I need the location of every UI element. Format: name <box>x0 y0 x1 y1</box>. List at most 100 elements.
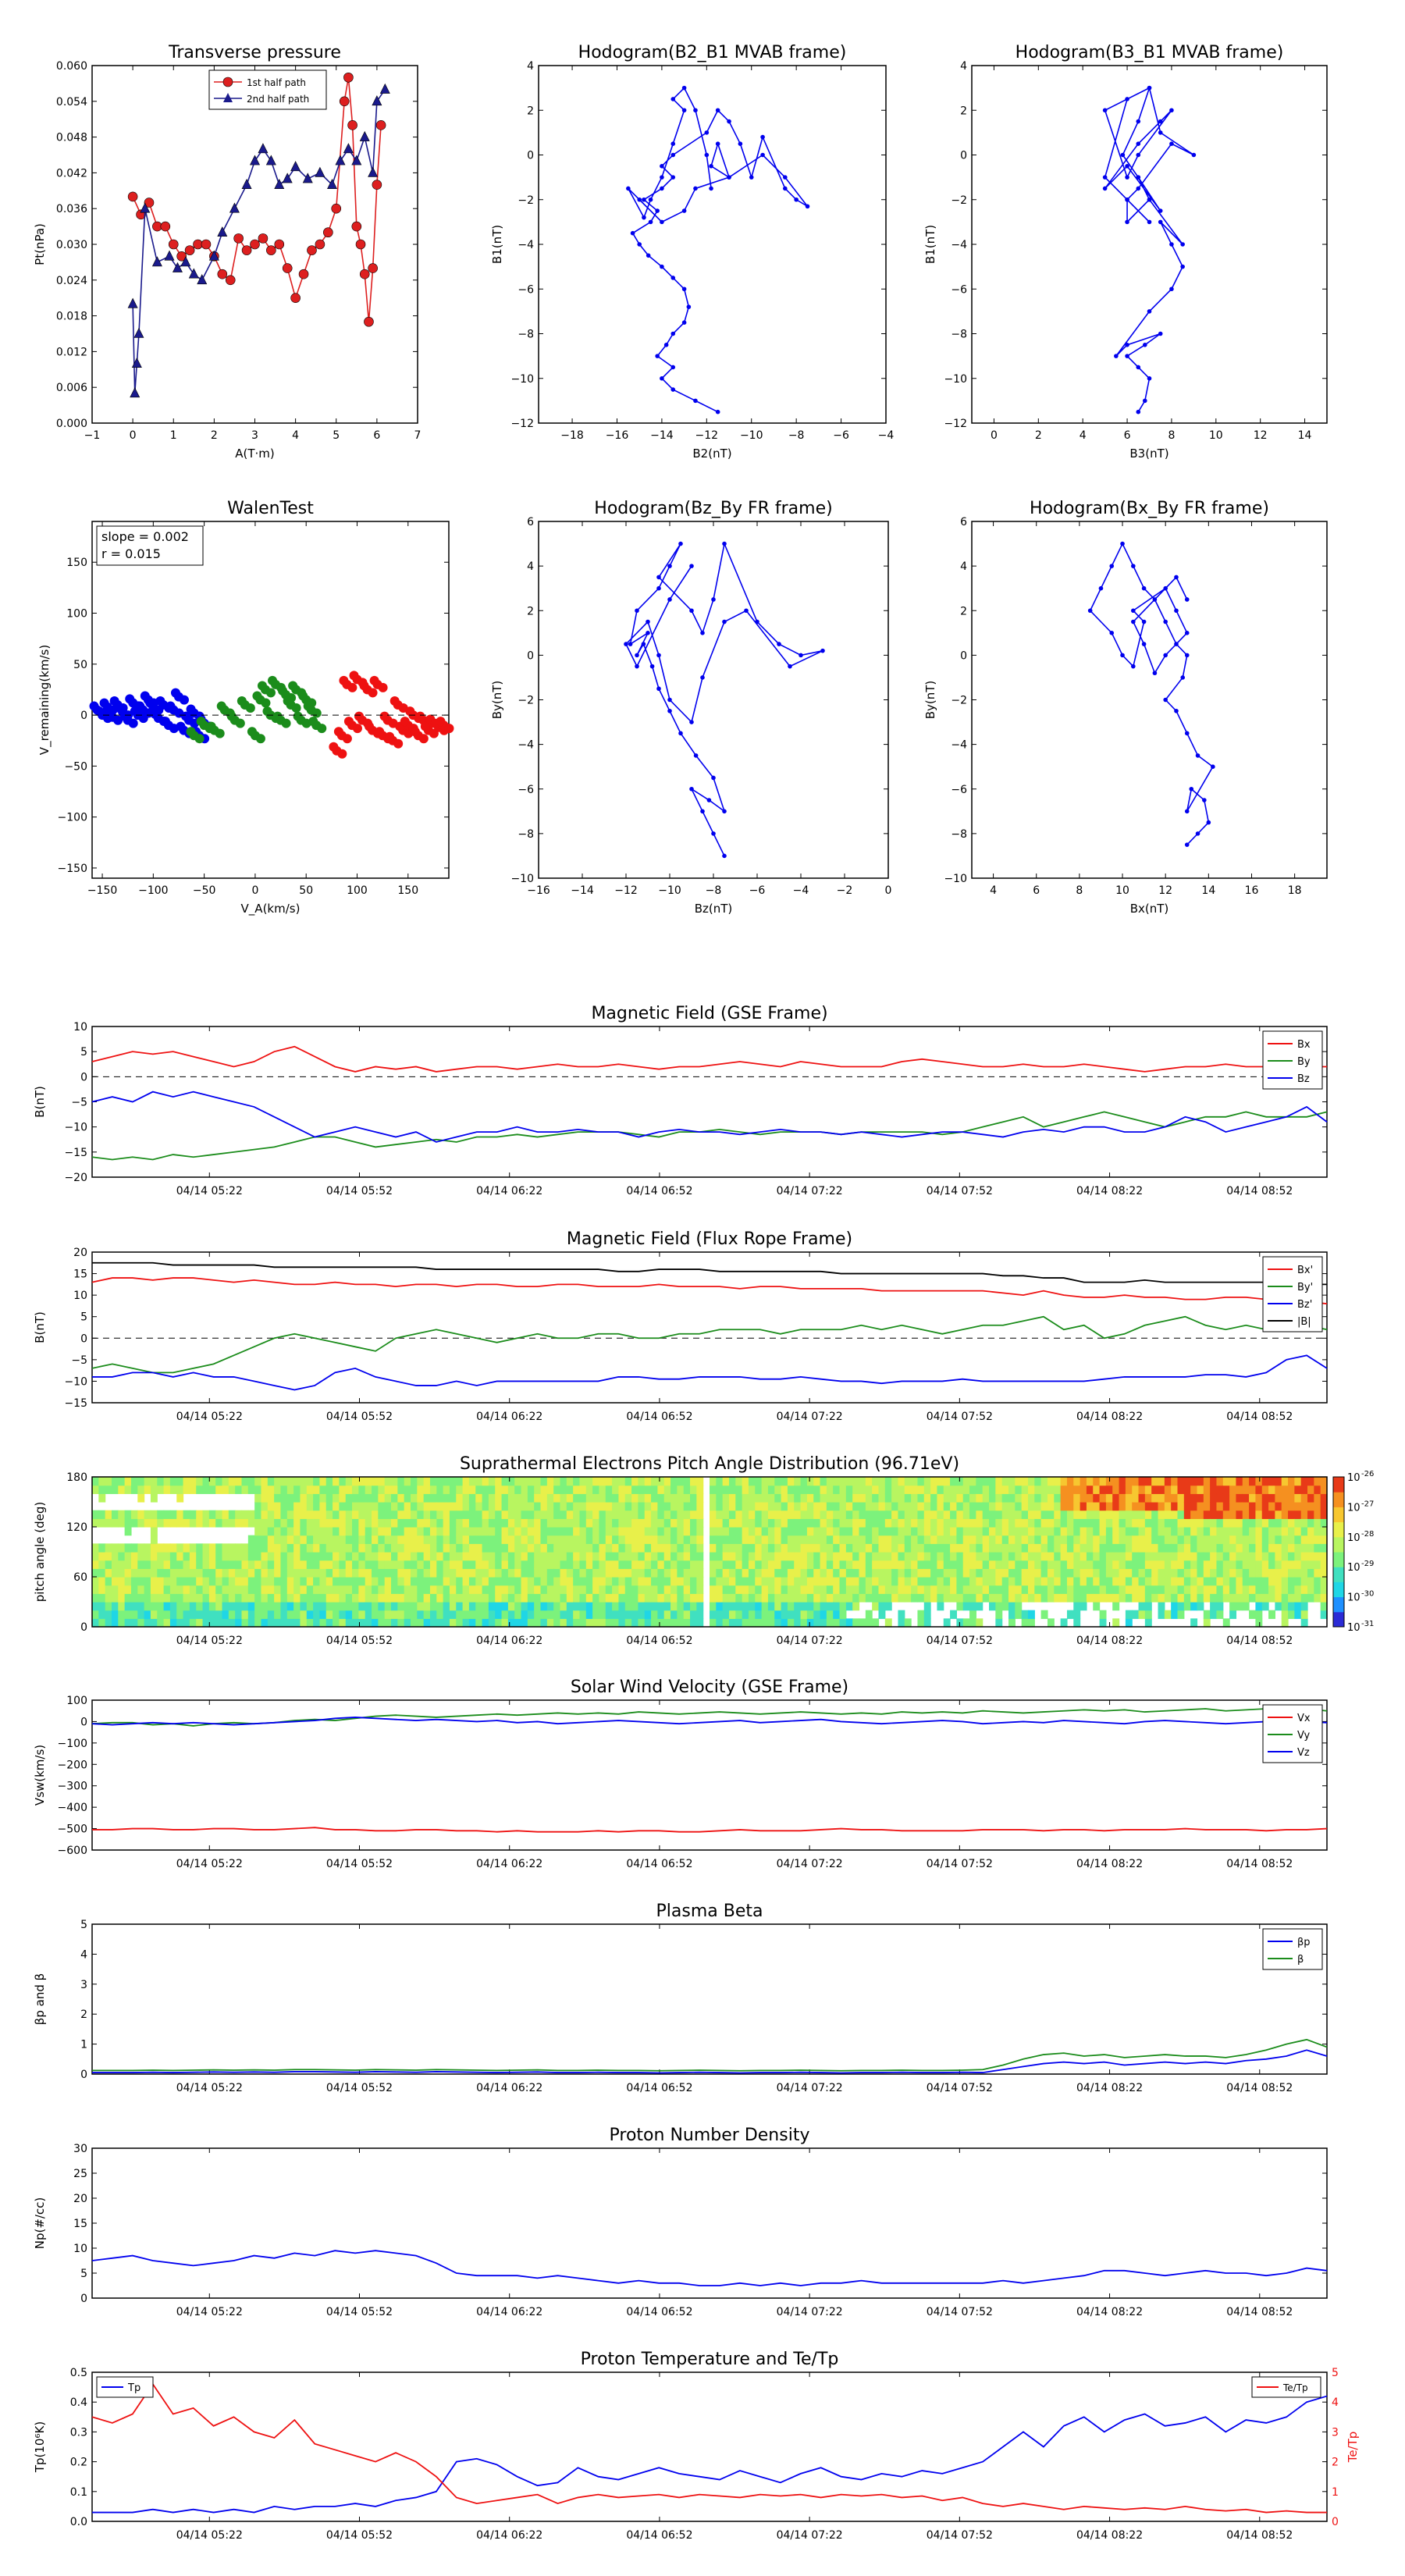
heatmap-cell <box>553 1485 561 1494</box>
heatmap-cell <box>677 1485 685 1494</box>
heatmap-cell <box>1300 1618 1308 1628</box>
heatmap-cell <box>1190 1552 1198 1561</box>
x-tick-label: −12 <box>614 884 638 897</box>
y-tick-label: 15 <box>73 2218 87 2230</box>
heatmap-cell <box>592 1602 600 1611</box>
x-tick-label: 14 <box>1201 884 1215 897</box>
heatmap-cell <box>456 1577 464 1586</box>
data-point <box>1163 585 1168 591</box>
heatmap-cell <box>482 1502 489 1511</box>
heatmap-cell <box>202 1568 210 1578</box>
y-tick-label: 20 <box>73 2193 87 2205</box>
heatmap-cell <box>208 1585 216 1594</box>
heatmap-cell <box>657 1610 665 1619</box>
y-axis-label: B(nT) <box>33 1311 47 1343</box>
heatmap-cell <box>254 1543 262 1553</box>
heatmap-cell <box>605 1585 613 1594</box>
heatmap-cell <box>917 1502 925 1511</box>
data-point <box>686 304 692 309</box>
heatmap-cell <box>923 1518 931 1528</box>
heatmap-cell <box>560 1593 567 1603</box>
heatmap-cell <box>443 1493 450 1503</box>
heatmap-cell <box>1255 1585 1263 1594</box>
heatmap-cell <box>1288 1585 1295 1594</box>
heatmap-cell <box>339 1602 347 1611</box>
heatmap-cell <box>384 1577 392 1586</box>
heatmap-cell <box>1093 1577 1101 1586</box>
heatmap-cell <box>397 1477 405 1486</box>
heatmap-cell <box>449 1485 457 1494</box>
heatmap-cell <box>1275 1568 1282 1578</box>
heatmap-cell <box>189 1518 197 1528</box>
heatmap-cell <box>1242 1543 1250 1553</box>
heatmap-cell <box>417 1610 425 1619</box>
y-right-tick-label: 1 <box>1332 2486 1339 2499</box>
heatmap-cell <box>1105 1485 1113 1494</box>
heatmap-cell <box>208 1593 216 1603</box>
plot-frame <box>538 521 889 879</box>
data-point <box>678 731 683 736</box>
heatmap-cell <box>1229 1543 1237 1553</box>
heatmap-cell <box>333 1560 340 1569</box>
heatmap-cell <box>592 1527 600 1536</box>
heatmap-cell <box>372 1568 379 1578</box>
y-tick-label: 0 <box>80 2069 87 2081</box>
heatmap-cell <box>417 1568 425 1578</box>
heatmap-cell <box>917 1618 925 1628</box>
heatmap-cell <box>189 1585 197 1594</box>
heatmap-cell <box>293 1477 301 1486</box>
legend-label: Vy <box>1297 1730 1311 1742</box>
heatmap-cell <box>300 1543 308 1553</box>
heatmap-cell <box>1210 1560 1218 1569</box>
data-point <box>635 608 639 614</box>
heatmap-cell <box>241 1552 249 1561</box>
data-point <box>278 685 288 696</box>
heatmap-cell <box>755 1543 763 1553</box>
x-tick-label: 04/14 08:52 <box>1226 1858 1293 1870</box>
heatmap-cell <box>937 1502 944 1511</box>
heatmap-cell <box>663 1518 671 1528</box>
x-tick-label: −16 <box>527 884 550 897</box>
heatmap-cell <box>300 1485 308 1494</box>
heatmap-cell <box>468 1493 476 1503</box>
heatmap-cell <box>560 1477 567 1486</box>
heatmap-cell <box>937 1577 944 1586</box>
heatmap-cell <box>690 1543 697 1553</box>
x-tick-label: 04/14 08:52 <box>1226 2306 1293 2318</box>
heatmap-cell <box>274 1510 282 1519</box>
data-point <box>302 173 313 183</box>
heatmap-cell <box>1040 1577 1048 1586</box>
heatmap-cell <box>1093 1593 1101 1603</box>
heatmap-cell <box>1008 1618 1016 1628</box>
heatmap-cell <box>631 1552 639 1561</box>
heatmap-cell <box>228 1610 236 1619</box>
heatmap-cell <box>325 1552 333 1561</box>
heatmap-cell <box>1093 1568 1101 1578</box>
heatmap-cell <box>839 1577 847 1586</box>
heatmap-cell <box>696 1510 704 1519</box>
heatmap-cell <box>1164 1552 1172 1561</box>
heatmap-cell <box>475 1577 483 1586</box>
x-tick-label: 04/14 05:22 <box>176 1858 243 1870</box>
data-point <box>1102 108 1108 113</box>
data-point <box>693 186 698 191</box>
heatmap-cell <box>384 1593 392 1603</box>
heatmap-cell <box>696 1477 704 1486</box>
heatmap-cell <box>1197 1585 1204 1594</box>
heatmap-cell <box>365 1618 372 1628</box>
heatmap-cell <box>293 1535 301 1544</box>
heatmap-cell <box>501 1477 509 1486</box>
heatmap-cell <box>644 1610 652 1619</box>
data-point <box>375 120 386 130</box>
heatmap-cell <box>391 1535 398 1544</box>
heatmap-cell <box>956 1560 964 1569</box>
heatmap-cell <box>553 1477 561 1486</box>
data-point <box>1158 331 1163 336</box>
heatmap-cell <box>1229 1535 1237 1544</box>
heatmap-cell <box>300 1552 308 1561</box>
y-tick-label: 0.000 <box>56 418 87 430</box>
heatmap-cell <box>1099 1477 1107 1486</box>
heatmap-cell <box>845 1527 853 1536</box>
heatmap-cell <box>345 1602 353 1611</box>
heatmap-cell <box>1008 1560 1016 1569</box>
